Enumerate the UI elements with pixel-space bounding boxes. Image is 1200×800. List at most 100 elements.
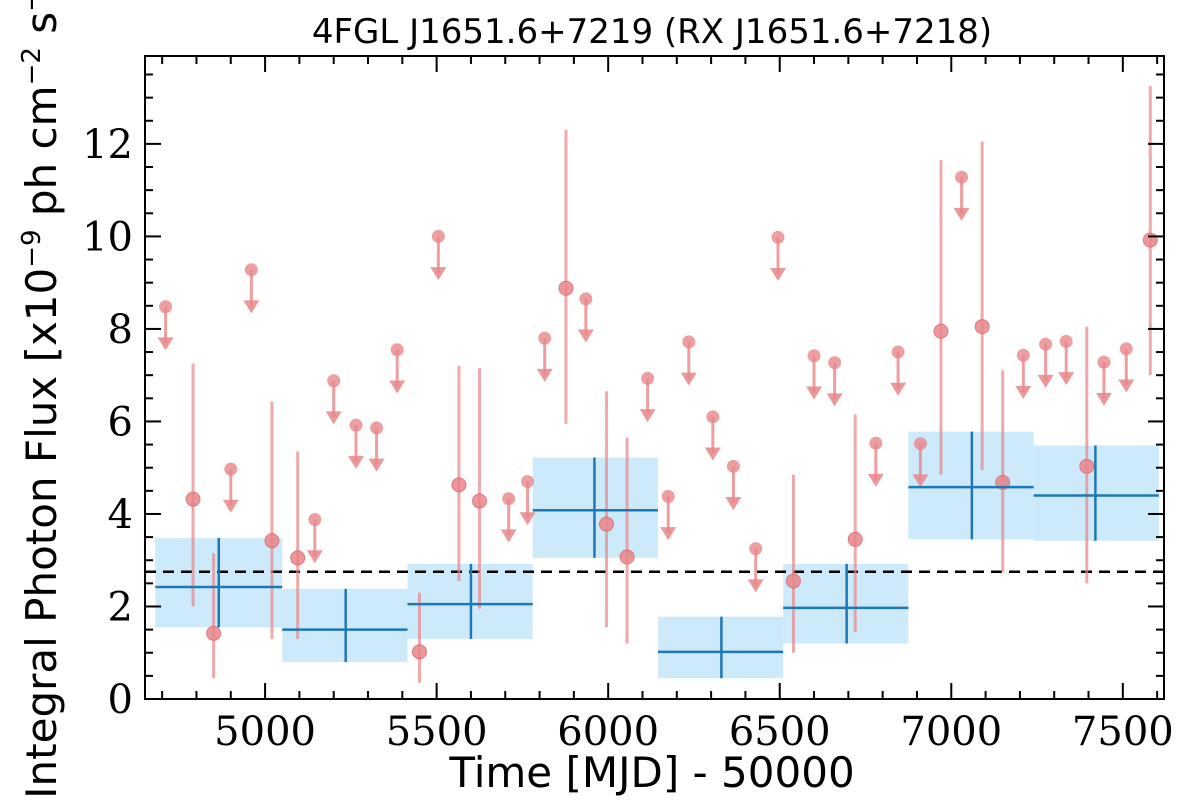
axes: 5000 5500 6000 6500 7000 7500 0 2 4 6 8 10 12 xyxy=(82,56,1174,755)
plot-frame xyxy=(144,55,1165,700)
x-tick-label-5: 7500 xyxy=(1072,709,1174,755)
y-tick-label-2: 4 xyxy=(108,492,133,538)
upper-limit-point-1 xyxy=(224,462,238,476)
detection-point-11 xyxy=(847,531,863,547)
upper-limit-arrow-30 xyxy=(1118,379,1135,393)
upper-limit-point-24 xyxy=(913,437,927,451)
detection-point-12 xyxy=(933,323,949,339)
y-tick-label-3: 6 xyxy=(108,399,133,445)
x-axis-label: Time [MJD] - 50000 xyxy=(448,748,854,797)
upper-limit-arrow-18 xyxy=(747,579,764,593)
detection-point-6 xyxy=(472,493,488,509)
upper-limit-arrow-27 xyxy=(1037,374,1054,388)
upper-limit-point-9 xyxy=(502,492,516,506)
x-tick-label-4: 7000 xyxy=(900,709,1002,755)
y-label-mid: ph cm xyxy=(17,85,66,229)
upper-limit-arrow-26 xyxy=(1015,385,1032,399)
upper-limit-arrow-13 xyxy=(639,409,656,423)
y-tick-label-6: 12 xyxy=(82,122,133,168)
y-label-exp1: −9 xyxy=(17,229,47,267)
detection-point-0 xyxy=(185,491,201,507)
upper-limit-point-27 xyxy=(1039,337,1053,351)
upper-limit-arrow-23 xyxy=(890,382,907,396)
upper-limit-arrow-21 xyxy=(826,393,843,407)
y-tick-label-0: 0 xyxy=(108,677,133,723)
upper-limit-point-21 xyxy=(828,356,842,370)
plot-area xyxy=(145,86,1164,683)
detection-point-3 xyxy=(290,550,306,566)
upper-limit-point-30 xyxy=(1119,342,1133,356)
detection-point-8 xyxy=(598,516,614,532)
y-label-exp3: −1 xyxy=(17,0,47,12)
upper-limit-arrow-29 xyxy=(1095,392,1112,406)
y-axis-label: Integral Photon Flux [x10−9 ph cm−2 s−1] xyxy=(17,0,66,799)
upper-limit-arrow-19 xyxy=(770,268,787,282)
upper-limit-arrow-0 xyxy=(157,337,174,351)
detection-point-15 xyxy=(1079,458,1095,474)
detection-point-1 xyxy=(206,625,222,641)
upper-limit-point-11 xyxy=(538,331,552,345)
upper-limit-point-16 xyxy=(706,410,720,424)
upper-limit-point-12 xyxy=(579,292,593,306)
upper-limit-arrow-11 xyxy=(536,368,553,382)
y-label-mid2: s xyxy=(17,12,66,47)
y-label-main: Integral Photon Flux [x10 xyxy=(17,268,66,799)
upper-limit-point-20 xyxy=(807,349,821,363)
upper-limit-point-22 xyxy=(869,436,883,450)
upper-limit-point-25 xyxy=(955,170,969,184)
upper-limit-point-28 xyxy=(1059,334,1073,348)
x-tick-label-1: 5500 xyxy=(386,709,488,755)
y-tick-label-4: 8 xyxy=(108,307,133,353)
upper-limit-arrow-3 xyxy=(306,550,323,564)
upper-limit-point-14 xyxy=(661,489,675,503)
upper-limit-point-6 xyxy=(370,421,384,435)
detection-point-2 xyxy=(264,533,280,549)
chart-title: 4FGL J1651.6+7219 (RX J1651.6+7218) xyxy=(312,12,992,52)
upper-limit-arrow-4 xyxy=(325,411,342,425)
upper-limit-point-0 xyxy=(159,300,173,314)
upper-limit-point-13 xyxy=(641,371,655,385)
upper-limit-arrow-15 xyxy=(680,372,697,386)
upper-limit-point-29 xyxy=(1097,355,1111,369)
upper-limit-arrow-7 xyxy=(389,380,406,394)
upper-limit-point-10 xyxy=(521,475,535,489)
detection-point-13 xyxy=(974,319,990,335)
upper-limit-point-7 xyxy=(390,343,404,357)
detection-point-16 xyxy=(1142,232,1158,248)
upper-limit-point-5 xyxy=(349,418,363,432)
y-tick-label-5: 10 xyxy=(82,214,133,260)
upper-limit-arrow-20 xyxy=(806,386,823,400)
upper-limit-point-4 xyxy=(327,374,341,388)
detection-point-7 xyxy=(558,280,574,296)
upper-limit-arrow-2 xyxy=(243,300,260,314)
upper-limit-point-23 xyxy=(891,345,905,359)
detection-point-10 xyxy=(785,573,801,589)
upper-limit-point-15 xyxy=(682,335,696,349)
upper-limit-point-26 xyxy=(1016,348,1030,362)
upper-limit-arrow-8 xyxy=(430,267,447,281)
upper-limit-arrow-28 xyxy=(1058,372,1075,386)
upper-limit-arrow-22 xyxy=(867,473,884,487)
upper-limit-arrow-10 xyxy=(519,512,536,526)
upper-limit-point-3 xyxy=(308,513,322,527)
upper-limit-arrow-6 xyxy=(368,458,385,472)
detection-point-4 xyxy=(411,644,427,660)
upper-limit-point-19 xyxy=(771,230,785,244)
y-label-exp2: −2 xyxy=(17,47,47,85)
upper-limit-arrow-17 xyxy=(725,497,742,511)
upper-limit-point-17 xyxy=(726,459,740,473)
upper-limit-arrow-25 xyxy=(953,207,970,221)
upper-limit-arrow-12 xyxy=(577,329,594,343)
upper-limit-arrow-9 xyxy=(500,529,517,543)
upper-limit-arrow-24 xyxy=(912,474,929,488)
upper-limit-arrow-16 xyxy=(704,447,721,461)
upper-limit-arrow-1 xyxy=(222,499,239,513)
detection-point-9 xyxy=(619,549,635,565)
x-tick-label-0: 5000 xyxy=(214,709,316,755)
y-tick-label-1: 2 xyxy=(108,584,133,630)
upper-limit-point-2 xyxy=(244,263,258,277)
upper-limit-arrow-5 xyxy=(348,455,365,469)
detection-point-5 xyxy=(451,477,467,493)
upper-limit-arrow-14 xyxy=(660,527,677,541)
